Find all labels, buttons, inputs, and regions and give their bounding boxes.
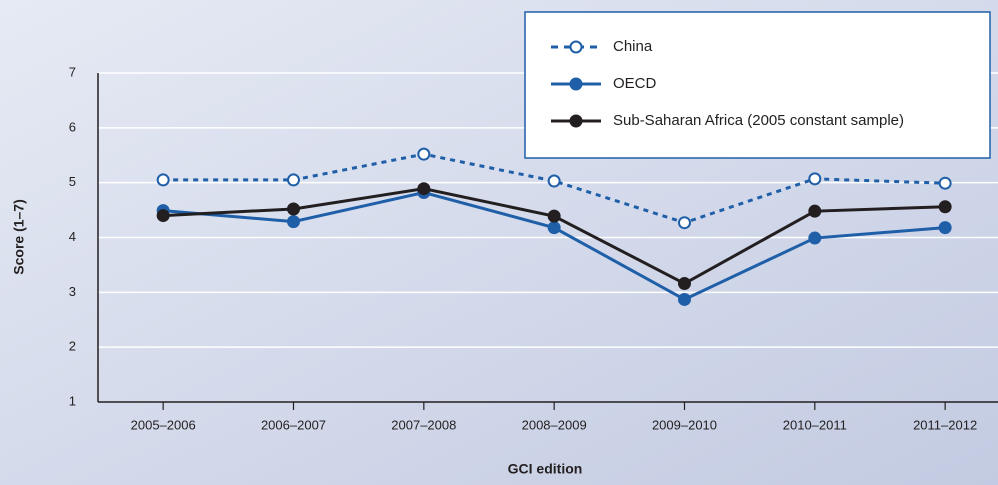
x-tick-label: 2009–2010 (652, 417, 717, 432)
legend-marker (569, 114, 583, 128)
y-tick-label: 4 (69, 229, 76, 244)
legend-label: Sub-Saharan Africa (2005 constant sample… (613, 112, 904, 129)
x-axis-title: GCI edition (508, 461, 583, 477)
data-point (286, 202, 300, 216)
data-point (938, 221, 952, 235)
data-point (547, 174, 561, 188)
data-point (677, 292, 691, 306)
data-point (938, 200, 952, 214)
data-point (547, 221, 561, 235)
data-point (808, 204, 822, 218)
legend-label: China (613, 38, 653, 55)
legend-marker (569, 77, 583, 91)
data-point (677, 216, 691, 230)
data-point (938, 176, 952, 190)
x-tick-label: 2007–2008 (391, 417, 456, 432)
y-axis-title: Score (1–7) (11, 199, 27, 274)
x-tick-label: 2005–2006 (131, 417, 196, 432)
legend-box (524, 11, 991, 159)
legend-label: OECD (613, 75, 657, 92)
data-point (547, 209, 561, 223)
data-point (286, 215, 300, 229)
x-tick-label: 2008–2009 (522, 417, 587, 432)
y-tick-label: 3 (69, 284, 76, 299)
y-tick-label: 5 (69, 174, 76, 189)
data-point (417, 147, 431, 161)
data-point (286, 173, 300, 187)
data-point (808, 172, 822, 186)
data-point (808, 231, 822, 245)
y-tick-label: 7 (69, 64, 76, 79)
x-tick-label: 2006–2007 (261, 417, 326, 432)
x-tick-label: 2010–2011 (783, 417, 847, 432)
data-point (417, 182, 431, 196)
data-point (156, 209, 170, 223)
y-tick-label: 6 (69, 119, 76, 134)
data-point (156, 173, 170, 187)
data-point (677, 277, 691, 291)
y-tick-label: 2 (69, 339, 76, 354)
x-tick-label: 2011–2012 (913, 417, 977, 432)
legend-marker (569, 40, 583, 54)
y-tick-label: 1 (69, 393, 76, 408)
